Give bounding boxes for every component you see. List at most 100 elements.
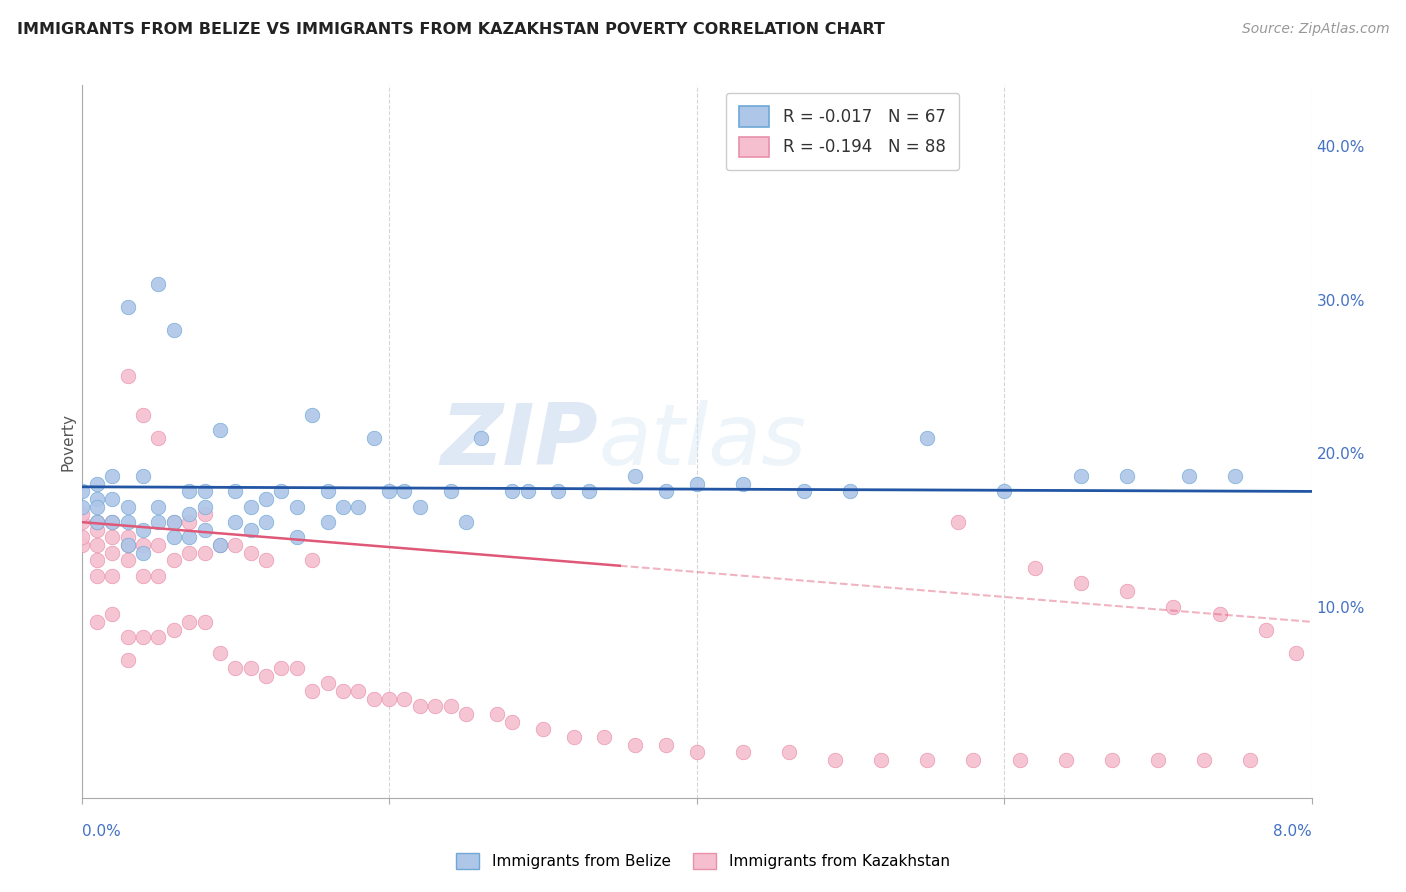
Point [593,730,616,744]
Point [70,484,93,499]
Point [163,623,186,637]
Point [194,508,217,522]
Point [332,500,354,514]
Text: 8.0%: 8.0% [1272,824,1312,838]
Point [148,538,170,552]
Point [624,469,647,483]
Point [731,745,754,759]
Point [70,531,93,545]
Point [270,661,292,675]
Point [208,646,231,660]
Point [179,484,201,499]
Point [270,484,292,499]
Point [86,515,108,529]
Point [962,753,984,767]
Point [224,484,246,499]
Point [501,484,523,499]
Legend: Immigrants from Belize, Immigrants from Kazakhstan: Immigrants from Belize, Immigrants from … [450,847,956,875]
Point [179,546,201,560]
Point [454,515,477,529]
Point [70,515,93,529]
Point [470,431,492,445]
Point [132,408,155,422]
Point [316,484,339,499]
Point [194,500,217,514]
Point [148,515,170,529]
Point [148,277,170,292]
Point [208,538,231,552]
Point [686,745,709,759]
Point [1054,753,1077,767]
Point [117,653,139,667]
Point [239,661,262,675]
Point [132,538,155,552]
Point [285,531,308,545]
Point [132,569,155,583]
Point [86,523,108,537]
Point [547,484,569,499]
Point [824,753,846,767]
Point [117,531,139,545]
Point [194,523,217,537]
Point [301,553,323,567]
Point [347,500,370,514]
Point [1147,753,1170,767]
Point [1024,561,1046,575]
Point [117,515,139,529]
Point [179,515,201,529]
Text: 0.0%: 0.0% [82,824,121,838]
Point [516,484,538,499]
Point [86,615,108,629]
Point [425,699,447,714]
Point [531,723,554,737]
Point [70,508,93,522]
Point [86,538,108,552]
Point [578,484,600,499]
Point [686,476,709,491]
Point [993,484,1015,499]
Point [194,546,217,560]
Point [101,492,124,507]
Point [208,423,231,437]
Point [917,753,939,767]
Point [239,500,262,514]
Point [347,684,370,698]
Point [378,691,401,706]
Point [148,431,170,445]
Point [101,546,124,560]
Point [132,469,155,483]
Point [1223,469,1246,483]
Point [363,431,385,445]
Point [224,661,246,675]
Point [793,484,815,499]
Point [86,500,108,514]
Point [316,676,339,690]
Point [163,553,186,567]
Point [285,661,308,675]
Point [86,569,108,583]
Point [624,738,647,752]
Point [101,607,124,622]
Point [409,500,432,514]
Point [179,531,201,545]
Point [1178,469,1201,483]
Point [1101,753,1123,767]
Point [101,569,124,583]
Point [86,553,108,567]
Point [839,484,862,499]
Point [117,300,139,314]
Point [394,484,416,499]
Point [1070,469,1092,483]
Point [1192,753,1215,767]
Legend: R = -0.017   N = 67, R = -0.194   N = 88: R = -0.017 N = 67, R = -0.194 N = 88 [725,93,959,170]
Point [301,408,323,422]
Point [101,515,124,529]
Point [101,515,124,529]
Point [439,484,461,499]
Text: IMMIGRANTS FROM BELIZE VS IMMIGRANTS FROM KAZAKHSTAN POVERTY CORRELATION CHART: IMMIGRANTS FROM BELIZE VS IMMIGRANTS FRO… [17,22,884,37]
Point [101,531,124,545]
Point [86,515,108,529]
Point [485,706,508,721]
Point [1163,599,1185,614]
Point [101,469,124,483]
